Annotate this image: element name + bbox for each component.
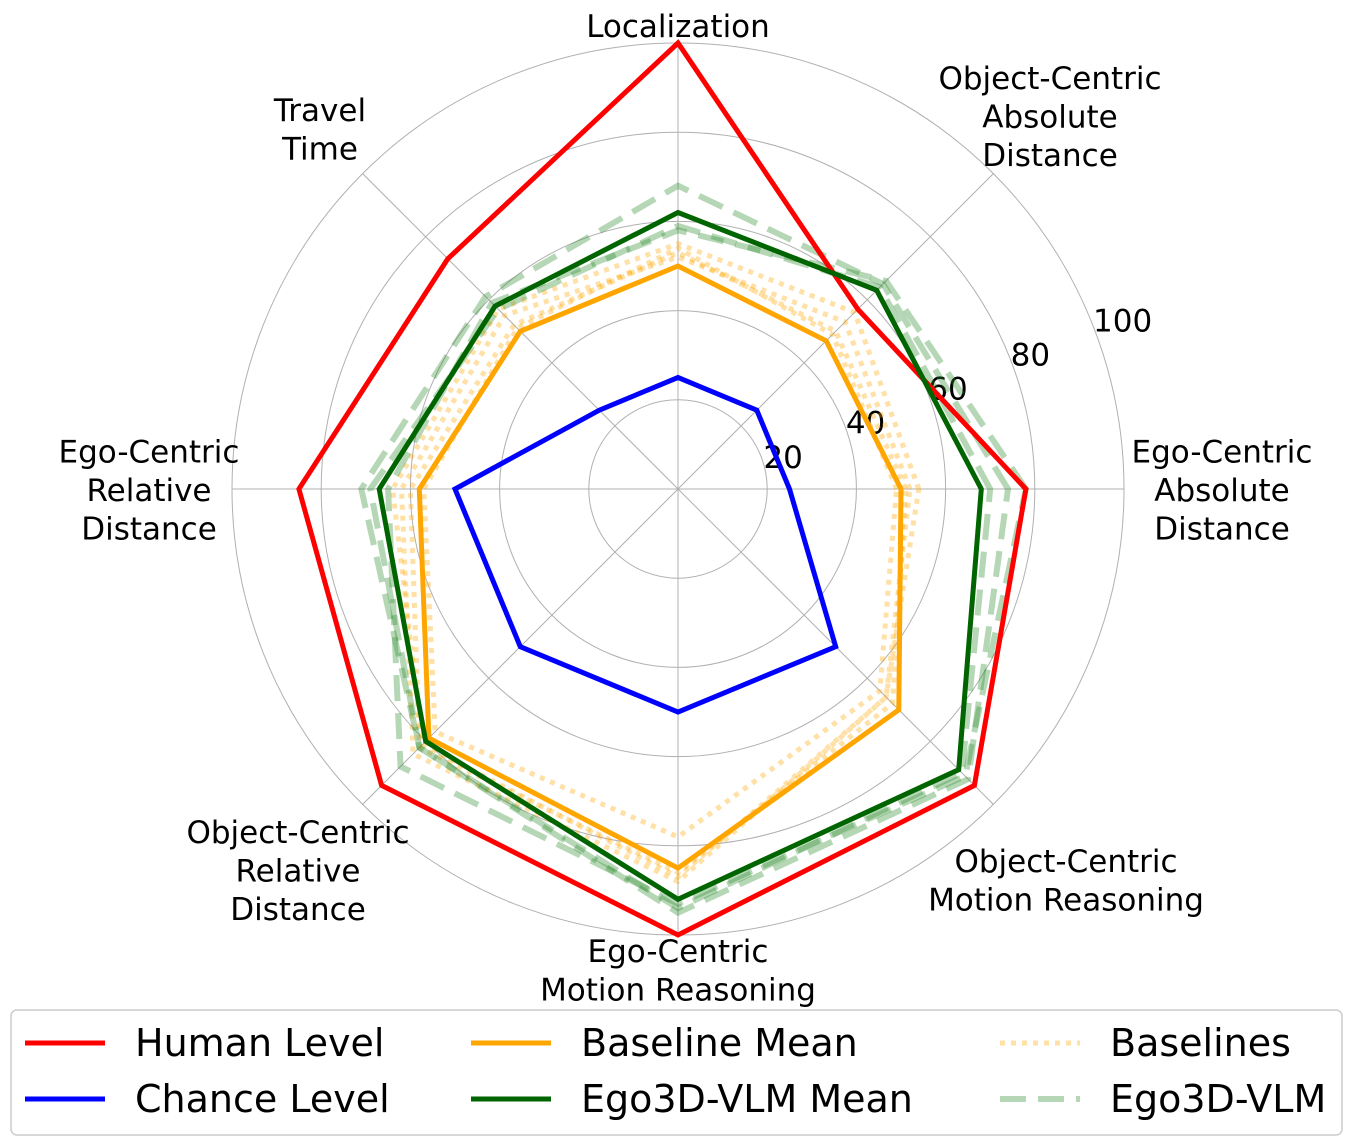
series-line-baselines <box>407 249 909 876</box>
axis-labels: Ego-Centric Absolute Distance Object-Centri… <box>59 9 1313 1009</box>
series-line-ego3d-vlm <box>385 227 1030 908</box>
legend-label: Human Level <box>135 1021 384 1065</box>
series-line-ego3d-vlm-mean <box>376 209 984 903</box>
legend-frame <box>10 1009 1343 1136</box>
axis-label: Ego-Centric Motion Reasoning <box>540 934 816 1009</box>
series-line-baseline-mean <box>416 263 904 872</box>
axis-label: Object-Centric Relative Distance <box>186 815 409 928</box>
series-line-human-level <box>296 39 1029 938</box>
radial-tick-label: 100 <box>1093 303 1152 339</box>
axis-label: Object-Centric Motion Reasoning <box>928 844 1204 919</box>
legend-label: Chance Level <box>135 1077 390 1121</box>
legend-label: Ego3D-VLM <box>1110 1077 1326 1121</box>
series-line-baselines <box>398 254 913 885</box>
legend-label: Ego3D-VLM Mean <box>581 1077 913 1121</box>
series-line-chance-level <box>451 374 839 715</box>
series-lines <box>296 39 1030 938</box>
axis-label: Object-Centric Absolute Distance <box>938 61 1161 174</box>
series-line-ego3d-vlm <box>358 182 1012 917</box>
legend-label: Baselines <box>1110 1021 1291 1065</box>
grid-spoke <box>677 173 994 490</box>
axis-label: Travel Time <box>273 93 366 168</box>
axis-label: Ego-Centric Relative Distance <box>59 434 240 547</box>
axis-label: Ego-Centric Absolute Distance <box>1132 434 1313 547</box>
series-line-ego3d-vlm <box>367 222 994 912</box>
legend: Human Level Chance Level Baseline Mean Ego3… <box>10 1009 1343 1136</box>
axis-label: Localization <box>586 9 770 45</box>
radial-tick-label: 80 <box>1011 337 1050 373</box>
legend-label: Baseline Mean <box>581 1021 858 1065</box>
